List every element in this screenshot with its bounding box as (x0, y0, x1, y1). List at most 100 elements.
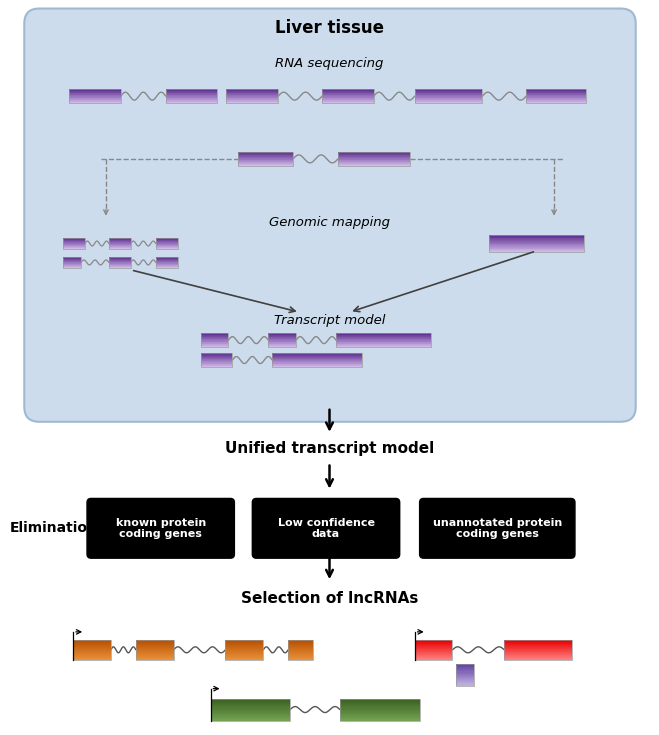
Bar (165, 89, 217, 103)
Bar (504, 648, 572, 649)
Bar (288, 647, 313, 648)
Bar (504, 643, 572, 644)
Bar (490, 238, 584, 240)
Bar (457, 681, 474, 682)
Bar (288, 653, 313, 654)
Bar (340, 698, 420, 720)
Bar (225, 650, 264, 652)
Bar (210, 703, 290, 704)
Bar (210, 702, 290, 703)
Bar (210, 705, 290, 706)
Bar (225, 655, 264, 656)
Bar (288, 642, 313, 643)
Bar (415, 640, 453, 641)
Bar (73, 640, 111, 660)
Bar (504, 649, 572, 650)
Bar (288, 657, 313, 658)
Text: known protein
coding genes: known protein coding genes (115, 517, 206, 539)
Bar (136, 657, 174, 658)
Bar (504, 645, 572, 646)
Bar (73, 643, 111, 644)
Bar (457, 680, 474, 681)
Bar (504, 644, 572, 645)
Text: Genomic mapping: Genomic mapping (269, 216, 390, 229)
Bar (136, 642, 174, 643)
Bar (73, 659, 111, 660)
Bar (136, 648, 174, 649)
Bar (504, 646, 572, 647)
Bar (504, 659, 572, 660)
FancyBboxPatch shape (24, 9, 636, 422)
Text: Low confidence
data: Low confidence data (277, 517, 374, 539)
Bar (210, 698, 290, 700)
Text: Unified transcript model: Unified transcript model (225, 441, 434, 456)
Bar (504, 642, 572, 643)
Bar (490, 245, 584, 246)
Bar (73, 645, 111, 646)
Bar (415, 645, 453, 646)
Bar (63, 257, 81, 268)
Bar (340, 704, 420, 705)
Bar (415, 640, 453, 660)
Bar (136, 640, 174, 660)
Bar (457, 665, 474, 666)
Bar (490, 251, 584, 252)
Bar (73, 640, 111, 641)
Bar (225, 640, 264, 641)
Bar (136, 644, 174, 645)
Bar (340, 716, 420, 717)
Bar (210, 706, 290, 707)
Bar (136, 652, 174, 653)
Bar (340, 706, 420, 707)
Bar (415, 653, 453, 654)
Bar (340, 705, 420, 706)
Bar (210, 707, 290, 709)
Bar (225, 643, 264, 644)
Bar (415, 648, 453, 649)
Bar (73, 644, 111, 645)
Bar (288, 641, 313, 642)
Bar (156, 238, 178, 249)
Bar (504, 640, 572, 660)
Bar (227, 89, 278, 103)
Bar (340, 700, 420, 702)
Bar (136, 647, 174, 648)
Bar (490, 237, 584, 238)
Bar (136, 640, 174, 641)
Bar (504, 652, 572, 653)
Bar (109, 238, 131, 249)
Bar (490, 244, 584, 245)
Bar (136, 641, 174, 642)
Bar (288, 656, 313, 657)
Bar (415, 654, 453, 655)
Bar (504, 654, 572, 655)
Bar (457, 673, 474, 675)
Bar (288, 645, 313, 646)
Bar (340, 702, 420, 703)
Bar (288, 643, 313, 644)
Bar (340, 718, 420, 720)
Bar (210, 709, 290, 711)
Bar (340, 713, 420, 714)
Bar (136, 656, 174, 657)
Bar (490, 247, 584, 248)
Bar (136, 654, 174, 655)
Bar (457, 682, 474, 684)
Bar (504, 656, 572, 657)
Bar (415, 656, 453, 657)
Bar (490, 248, 584, 249)
Bar (504, 658, 572, 659)
Bar (415, 659, 453, 660)
Bar (210, 711, 290, 713)
Bar (504, 653, 572, 654)
Bar (225, 652, 264, 653)
Bar (504, 640, 572, 641)
Bar (73, 641, 111, 642)
Bar (225, 642, 264, 643)
Bar (415, 646, 453, 647)
Text: unannotated protein
coding genes: unannotated protein coding genes (433, 517, 562, 539)
Bar (288, 652, 313, 653)
FancyBboxPatch shape (87, 498, 235, 558)
Bar (415, 658, 453, 659)
Bar (210, 717, 290, 718)
